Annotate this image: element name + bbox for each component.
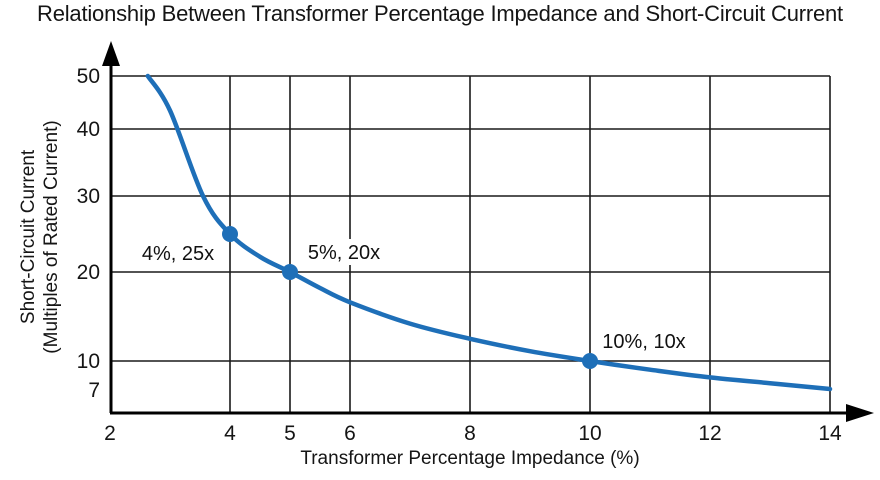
point-label-3: 10%, 10x — [602, 331, 685, 353]
point-label-2: 5%, 20x — [308, 242, 380, 264]
x-tick-label-10: 10 — [578, 422, 601, 445]
x-axis-title: Transformer Percentage Impedance (%) — [300, 448, 640, 469]
y-tick-label-50: 50 — [77, 65, 100, 88]
x-tick-label-8: 8 — [464, 422, 476, 445]
x-tick-label-2: 2 — [104, 422, 116, 445]
y-tick-label-40: 40 — [77, 118, 100, 141]
y-axis-title: Short-Circuit Current (Multiples of Rate… — [17, 87, 63, 387]
x-tick-label-4: 4 — [224, 422, 236, 445]
y-axis-title-line1: Short-Circuit Current — [18, 149, 39, 325]
x-tick-label-5: 5 — [284, 422, 296, 445]
y-tick-label-7: 7 — [88, 379, 100, 402]
x-tick-label-14: 14 — [818, 422, 842, 445]
impedance-current-curve — [145, 73, 833, 392]
y-tick-label-30: 30 — [77, 185, 100, 208]
data-point-10pct — [582, 353, 598, 369]
y-tick-label-20: 20 — [77, 261, 100, 284]
point-label-bg — [597, 328, 691, 354]
y-axis-title-line2: (Multiples of Rated Current) — [41, 120, 62, 354]
y-tick-label-10: 10 — [77, 350, 100, 373]
point-label-bg — [136, 240, 220, 266]
y-axis-arrow-icon — [102, 41, 120, 66]
point-label-bg — [302, 239, 386, 265]
data-point-4pct — [222, 226, 238, 242]
point-label-1: 4%, 25x — [142, 243, 214, 265]
data-point-5pct — [282, 264, 298, 280]
chart-title: Relationship Between Transformer Percent… — [37, 1, 843, 26]
x-axis-arrow-icon — [846, 404, 874, 422]
x-tick-label-12: 12 — [698, 422, 721, 445]
x-tick-label-6: 6 — [344, 422, 356, 445]
